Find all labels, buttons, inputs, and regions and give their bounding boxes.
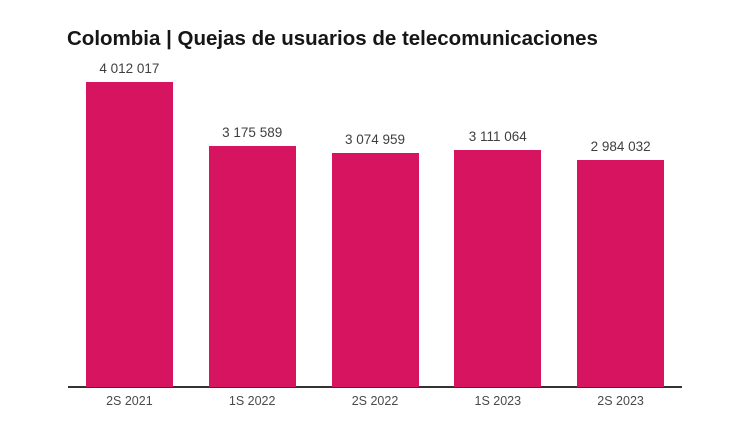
bar-value-label-1s-2022: 3 175 589 [222,125,283,140]
x-tick-label-1s-2022: 1S 2022 [228,394,276,408]
bar-2s-2023 [577,160,665,387]
x-axis-line [68,386,682,388]
bar-value-label-2s-2023: 2 984 032 [590,139,651,154]
bar-value-label-1s-2023: 3 111 064 [468,129,527,144]
x-tick-label-1s-2023: 1S 2023 [474,394,522,408]
bar-1s-2023 [454,150,542,387]
x-tick-label-2s-2022: 2S 2022 [351,394,399,408]
x-tick-label-2s-2023: 2S 2023 [597,394,644,408]
bar-value-label-2s-2021: 4 012 017 [99,61,160,76]
bar-2s-2021 [85,82,173,387]
bar-2s-2022 [331,153,419,387]
bar-value-label-2s-2022: 3 074 959 [344,132,406,147]
bar-1s-2022 [208,146,296,387]
x-tick-label-2s-2021: 2S 2021 [106,394,153,408]
chart-title: Colombia | Quejas de usuarios de telecom… [67,27,598,50]
